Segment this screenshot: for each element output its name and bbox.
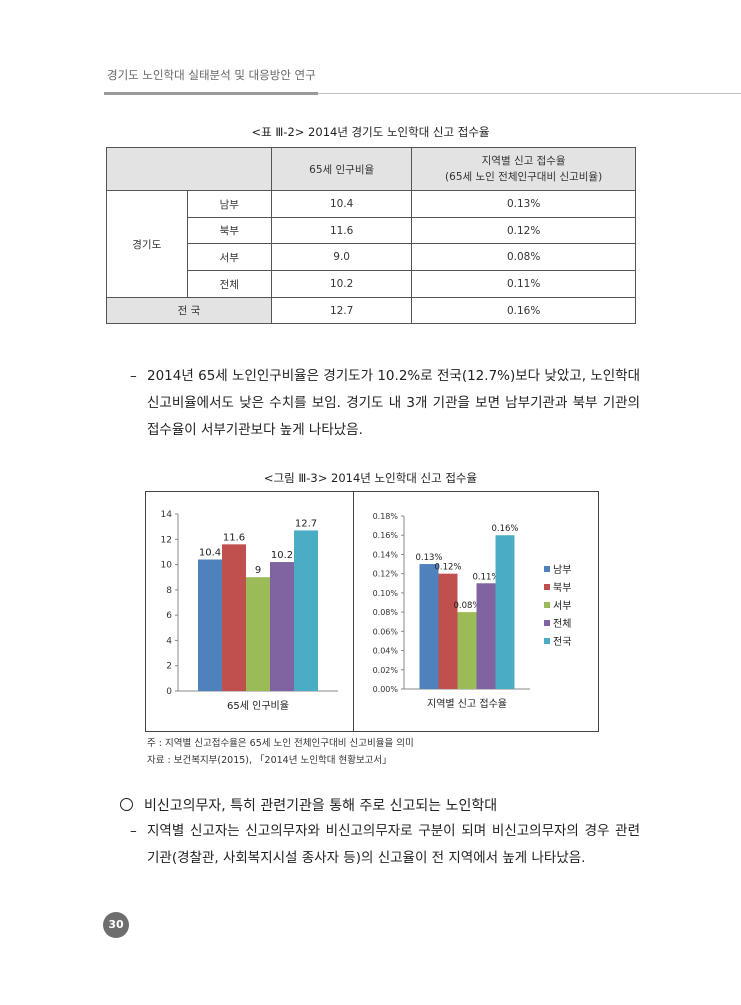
- y-tick-label: 6: [166, 611, 172, 621]
- table-national-label: 전 국: [105, 297, 273, 324]
- y-tick-label: 0.04%: [373, 647, 399, 656]
- legend-swatch: [544, 602, 550, 608]
- y-tick-label: 0.12%: [373, 570, 399, 579]
- bar-3: [246, 577, 270, 691]
- table-group-label: 경기도: [106, 190, 188, 298]
- table-cell-ratio: 9.0: [271, 243, 413, 271]
- data-label: 0.11%: [472, 572, 499, 582]
- paragraph-text: 2014년 65세 노인인구비율은 경기도가 10.2%로 전국(12.7%)보…: [147, 368, 640, 438]
- data-label: 0.13%: [415, 553, 442, 563]
- data-label: 11.6: [223, 532, 245, 543]
- y-tick-label: 0.18%: [373, 512, 399, 521]
- figure-caption: <그림 Ⅲ-3> 2014년 노인학대 신고 접수율: [263, 471, 478, 485]
- detail-paragraph: – 지역별 신고자는 신고의무자와 비신고의무자로 구분이 되며 비신고의무자의…: [130, 818, 640, 872]
- bar-4: [270, 562, 294, 691]
- data-label: 12.7: [295, 518, 317, 529]
- data-label: 0.08%: [453, 601, 480, 611]
- table-row-label: 북부: [186, 217, 273, 244]
- table-col-header-rate: 지역별 신고 접수율 (65세 노인 전체인구대비 신고비율): [411, 147, 636, 191]
- table-col-header-ratio: 65세 인구비율: [271, 147, 413, 191]
- y-tick-label: 0: [166, 687, 172, 697]
- table-cell-rate: 0.16%: [411, 297, 636, 324]
- section-heading-text: 비신고의무자, 특히 관련기관을 통해 주로 신고되는 노인학대: [144, 798, 498, 814]
- table-caption: <표 Ⅲ-2> 2014년 경기도 노인학대 신고 접수율: [251, 125, 490, 139]
- legend-swatch: [544, 620, 550, 626]
- y-tick-label: 0.00%: [373, 685, 399, 694]
- y-tick-label: 4: [166, 636, 172, 646]
- data-label: 0.16%: [491, 524, 518, 534]
- y-tick-label: 14: [161, 510, 173, 520]
- bar-5: [294, 530, 318, 691]
- circle-bullet-icon: [120, 797, 133, 811]
- dash-bullet: –: [130, 823, 137, 839]
- legend-label: 남부: [553, 564, 571, 576]
- y-tick-label: 0.16%: [373, 531, 399, 540]
- bar-3: [457, 612, 477, 689]
- bar-2: [438, 573, 458, 689]
- bar-2: [222, 544, 246, 691]
- table-cell-ratio: 11.6: [271, 217, 413, 244]
- legend-label: 북부: [553, 582, 571, 594]
- header-rule: [104, 92, 318, 95]
- figure-frame: [145, 491, 599, 732]
- table-row-label: 남부: [186, 190, 273, 218]
- y-tick-label: 0.14%: [373, 550, 399, 559]
- legend-swatch: [544, 566, 550, 572]
- table-cell-rate: 0.13%: [411, 190, 636, 218]
- data-label: 0.12%: [434, 563, 461, 573]
- page-number-badge: 30: [103, 912, 129, 938]
- col-header-line2: (65세 노인 전체인구대비 신고비율): [445, 171, 603, 183]
- chart-report-rate: 0.00% 0.02% 0.04% 0.06% 0.08% 0.10% 0.12% 0.14%…: [373, 512, 572, 710]
- table-row-label: 서부: [186, 243, 273, 271]
- figure-divider: [353, 491, 354, 731]
- y-tick-label: 0.10%: [373, 589, 399, 598]
- paragraph-text: 지역별 신고자는 신고의무자와 비신고의무자로 구분이 되며 비신고의무자의 경…: [147, 823, 640, 866]
- table-cell-rate: 0.11%: [411, 270, 636, 298]
- y-tick-label: 0.02%: [373, 666, 399, 675]
- y-tick-label: 12: [161, 535, 172, 545]
- y-tick-label: 0.06%: [373, 627, 399, 636]
- dash-bullet: –: [130, 368, 137, 384]
- legend-label: 서부: [553, 600, 571, 612]
- data-label: 10.4: [199, 548, 221, 559]
- table-cell-rate: 0.12%: [411, 217, 636, 244]
- bar-1: [419, 564, 439, 689]
- legend-label: 전체: [553, 618, 571, 630]
- bar-1: [198, 559, 222, 691]
- chart-population-ratio: 0 2 4 6 8 10 12 14 10.411.6 9 10.2 12.7 65세 인구비율: [161, 510, 338, 712]
- table-cell-ratio: 10.2: [271, 270, 413, 298]
- x-axis-category-label: 지역별 신고 접수율: [427, 698, 507, 710]
- bar-5: [495, 535, 515, 689]
- data-label: 10.2: [271, 550, 293, 561]
- section-heading: 비신고의무자, 특히 관련기관을 통해 주로 신고되는 노인학대: [120, 795, 497, 815]
- abuse-report-table: 65세 인구비율 지역별 신고 접수율 (65세 노인 전체인구대비 신고비율)…: [105, 147, 636, 324]
- summary-paragraph: – 2014년 65세 노인인구비율은 경기도가 10.2%로 전국(12.7%…: [130, 363, 640, 444]
- table-row-label: 전체: [186, 270, 273, 298]
- running-header: 경기도 노인학대 실태분석 및 대응방안 연구: [107, 68, 316, 82]
- header-rule-thin: [318, 93, 741, 94]
- col-header-line1: 지역별 신고 접수율: [481, 155, 566, 167]
- figure-note: 주 : 지역별 신고접수율은 65세 노인 전체인구대비 신고비율을 의미: [147, 738, 414, 749]
- y-tick-label: 0.08%: [373, 608, 399, 617]
- table-cell-ratio: 12.7: [271, 297, 413, 324]
- y-tick-label: 2: [166, 662, 172, 672]
- legend-swatch: [544, 638, 550, 644]
- y-tick-label: 10: [161, 561, 173, 571]
- table-corner-cell: [105, 147, 273, 191]
- table-cell-ratio: 10.4: [271, 190, 413, 218]
- table-cell-rate: 0.08%: [411, 243, 636, 271]
- legend-label: 전국: [553, 636, 571, 648]
- legend-swatch: [544, 584, 550, 590]
- bar-4: [476, 583, 496, 689]
- data-label: 9: [255, 565, 261, 576]
- x-axis-category-label: 65세 인구비율: [227, 700, 289, 712]
- y-tick-label: 8: [166, 586, 172, 596]
- figure-source: 자료 : 보건복지부(2015), 「2014년 노인학대 현황보고서」: [147, 755, 392, 766]
